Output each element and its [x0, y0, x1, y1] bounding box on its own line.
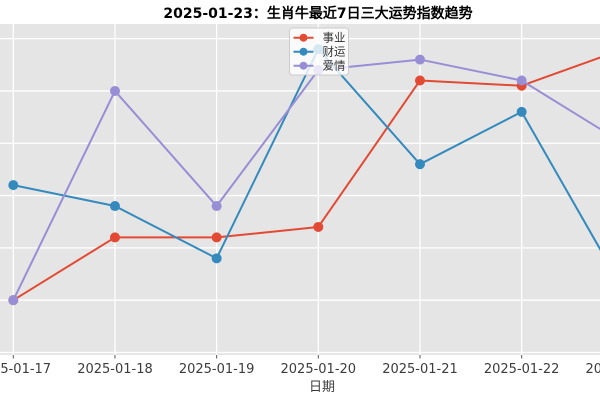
legend-label: 事业: [323, 31, 346, 45]
data-point-爱情: [211, 201, 222, 212]
x-tick-label: 2025-01-22: [484, 362, 560, 377]
data-point-事业: [109, 232, 120, 243]
legend-label: 财运: [323, 45, 346, 59]
legend-marker-dot: [299, 61, 308, 70]
data-point-爱情: [109, 85, 120, 96]
x-tick-label: 2025-01-20: [281, 362, 357, 377]
gridlines: [0, 24, 600, 355]
x-tick-label: 2025-01-18: [77, 362, 153, 377]
data-point-事业: [414, 75, 425, 86]
data-point-财运: [109, 201, 120, 212]
data-point-事业: [313, 221, 324, 232]
data-point-财运: [211, 253, 222, 264]
data-point-财运: [414, 159, 425, 170]
legend-marker-dot: [299, 47, 308, 56]
data-point-财运: [8, 180, 19, 191]
data-point-爱情: [414, 54, 425, 65]
data-point-爱情: [516, 75, 527, 86]
x-axis-label: 日期: [308, 380, 336, 395]
x-tick-label: 2025-01-19: [179, 362, 255, 377]
data-point-财运: [516, 106, 527, 117]
x-tick-label: 2025-01-17: [0, 362, 51, 377]
x-axis: 2025-01-17 2025-01-18 2025-01-19 2025-01-20…: [0, 355, 600, 377]
legend-label: 爱情: [323, 59, 346, 73]
x-tick-label: 2025-01-21: [382, 362, 458, 377]
chart-title: 2025-01-23：生肖牛最近7日三大运势指数趋势: [163, 6, 473, 22]
data-point-事业: [211, 232, 222, 243]
x-tick-label: 2025-01-23: [586, 362, 600, 377]
data-point-爱情: [8, 295, 19, 306]
legend-marker-dot: [299, 33, 308, 42]
